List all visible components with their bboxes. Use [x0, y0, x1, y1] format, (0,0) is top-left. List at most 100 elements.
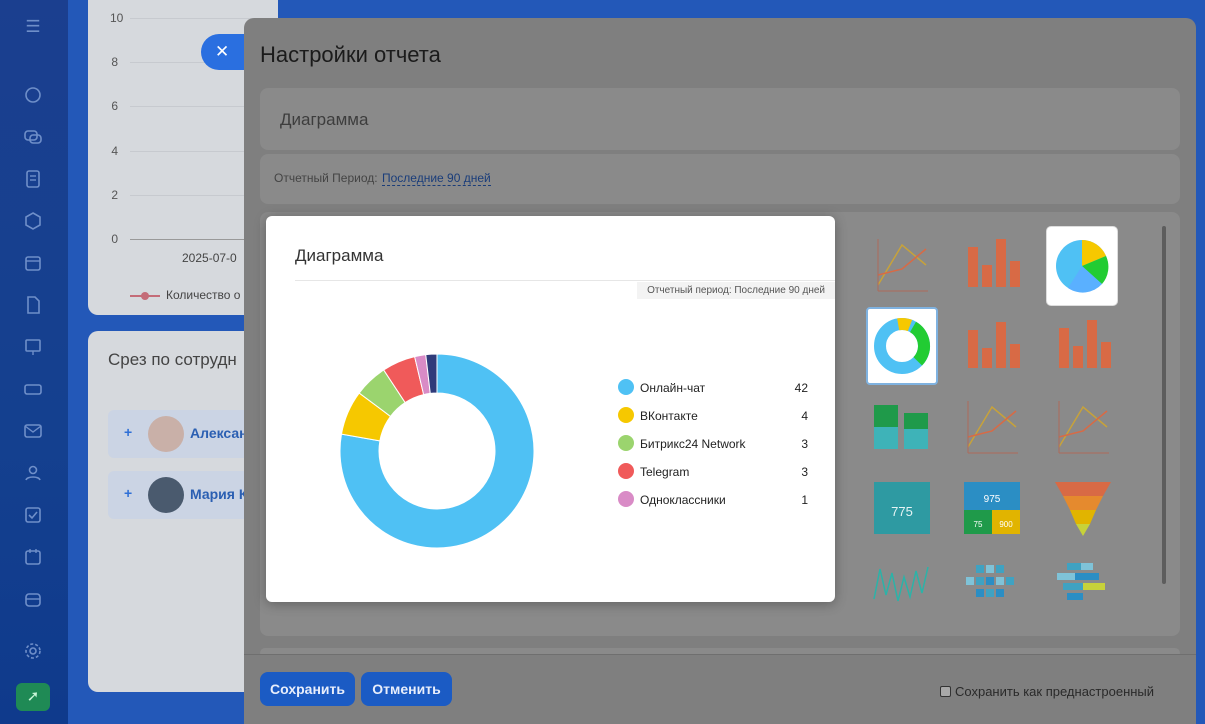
donut-chart [340, 354, 534, 548]
chart-type-funnel-thumb[interactable] [1049, 474, 1117, 542]
legend-value: 3 [801, 465, 808, 479]
avatar [148, 416, 184, 452]
legend-swatch [618, 491, 634, 507]
rocket-icon[interactable]: ➚ [16, 683, 50, 711]
employee-row[interactable]: + Мария К [108, 471, 268, 519]
chart-type-gantt-thumb[interactable] [1049, 555, 1117, 607]
plus-icon[interactable]: + [124, 424, 133, 440]
divider [295, 280, 835, 281]
chart-type-stacked-thumb[interactable] [868, 393, 936, 461]
crm-icon[interactable] [22, 210, 44, 232]
checklist-icon[interactable] [22, 504, 44, 526]
preset-label: Сохранить как преднастроенный [955, 684, 1155, 699]
plus-icon[interactable]: + [124, 485, 133, 501]
legend-value: 3 [801, 437, 808, 451]
cancel-button[interactable]: Отменить [361, 672, 452, 706]
chart-type-area-thumb[interactable] [868, 555, 936, 607]
y-tick-label: 4 [111, 144, 118, 158]
grid-line [130, 62, 270, 63]
report-name-field[interactable]: Диаграмма [260, 88, 1180, 150]
chart-type-bar-thumb[interactable] [1049, 312, 1117, 380]
gallery-scrollbar[interactable] [1162, 226, 1166, 584]
thumb-number: 900 [999, 520, 1013, 529]
save-as-preset[interactable]: Сохранить как преднастроенный [940, 684, 1154, 699]
mail-icon[interactable] [22, 420, 44, 442]
legend-label: Одноклассники [640, 493, 726, 507]
legend-label: Онлайн-чат [640, 381, 706, 395]
chart-preview-popup: Диаграмма Отчетный период: Последние 90 … [266, 216, 835, 602]
panel-footer: Сохранить Отменить Сохранить как преднас… [244, 654, 1196, 724]
grid-line [130, 195, 270, 196]
menu-icon[interactable]: ☰ [25, 17, 41, 36]
tasks-icon[interactable] [22, 168, 44, 190]
legend-item[interactable]: Telegram 3 [618, 462, 808, 490]
thumb-number: 775 [891, 504, 913, 519]
chart-type-line-thumb[interactable] [1049, 393, 1117, 461]
y-tick-label: 10 [110, 11, 124, 25]
chart-type-bar-thumb[interactable] [958, 231, 1026, 299]
chart-type-number-thumb[interactable]: 775 [868, 474, 936, 542]
settings-gear-icon[interactable] [22, 640, 44, 662]
feed-icon[interactable] [22, 84, 44, 106]
legend-swatch [618, 379, 634, 395]
legend-item[interactable]: Онлайн-чат 42 [618, 378, 808, 406]
chart-type-bar-thumb[interactable] [958, 312, 1026, 380]
donut-slice[interactable] [425, 354, 438, 394]
employee-name[interactable]: Мария К [190, 486, 248, 502]
schedule-icon[interactable] [22, 546, 44, 568]
donut-slice[interactable] [340, 354, 534, 548]
extra-field [260, 648, 1180, 658]
report-period-field: Отчетный Период: Последние 90 дней [260, 154, 1180, 204]
close-slider-button[interactable]: ✕ [201, 34, 251, 70]
chart-type-pie-thumb[interactable] [1047, 227, 1117, 305]
thumb-number: 75 [974, 520, 983, 529]
chart-type-heatmap-thumb[interactable] [958, 555, 1026, 607]
y-tick-label: 6 [111, 99, 118, 113]
contacts-icon[interactable] [22, 462, 44, 484]
analytics-icon[interactable] [22, 336, 44, 358]
legend-label: Telegram [640, 465, 690, 479]
preview-period-badge: Отчетный период: Последние 90 дней [637, 282, 835, 299]
legend-item[interactable]: Одноклассники 1 [618, 490, 808, 518]
chart-legend: Онлайн-чат 42 ВКонтакте 4 Битрикс24 Network 3… [618, 378, 808, 518]
legend-swatch [618, 407, 634, 423]
calendar-icon[interactable] [22, 252, 44, 274]
bg-legend-label: Количество о [166, 288, 241, 302]
legend-value: 4 [801, 409, 808, 423]
grid-line [130, 106, 270, 107]
period-selector[interactable]: Последние 90 дней [382, 171, 491, 186]
period-label: Отчетный Период: [274, 171, 378, 185]
report-name-value: Диаграмма [280, 110, 369, 129]
avatar [148, 477, 184, 513]
legend-item[interactable]: Битрикс24 Network 3 [618, 434, 808, 462]
grid-line [130, 239, 270, 240]
documents-icon[interactable] [22, 294, 44, 316]
legend-value: 1 [801, 493, 808, 507]
chart-type-donut-thumb[interactable] [866, 307, 938, 385]
grid-line [130, 18, 270, 19]
grid-line [130, 151, 270, 152]
y-tick-label: 2 [111, 188, 118, 202]
save-button[interactable]: Сохранить [260, 672, 355, 706]
legend-label: Битрикс24 Network [640, 437, 746, 451]
bg-date-label: 2025-07-0 [182, 251, 237, 265]
preset-checkbox[interactable] [940, 686, 951, 697]
store-icon[interactable] [22, 588, 44, 610]
chart-type-line-thumb[interactable] [958, 393, 1026, 461]
y-tick-label: 8 [111, 55, 118, 69]
thumb-number: 975 [984, 494, 1001, 505]
employee-row[interactable]: + Алексан [108, 410, 268, 458]
chart-type-line-thumb[interactable] [868, 231, 936, 299]
chat-icon[interactable] [22, 126, 44, 148]
drive-icon[interactable] [22, 378, 44, 400]
legend-swatch [618, 435, 634, 451]
preview-title: Диаграмма [295, 246, 384, 265]
employee-name[interactable]: Алексан [190, 425, 248, 441]
legend-item[interactable]: ВКонтакте 4 [618, 406, 808, 434]
legend-value: 42 [794, 381, 808, 395]
chart-type-multi-number-thumb[interactable]: 975 75 900 [958, 474, 1026, 542]
legend-label: ВКонтакте [640, 409, 698, 423]
panel-title: Настройки отчета [260, 42, 441, 67]
y-tick-label: 0 [111, 232, 118, 246]
legend-swatch [618, 463, 634, 479]
